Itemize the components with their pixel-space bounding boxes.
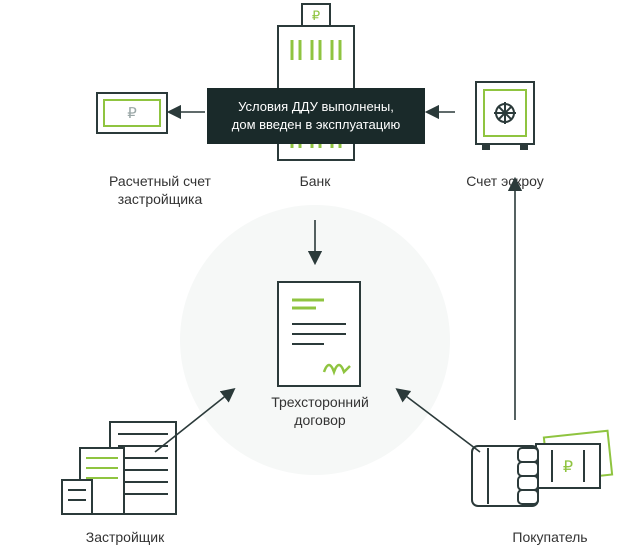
svg-text:₽: ₽ [563,459,573,476]
ddu-banner: Условия ДДУ выполнены, дом введен в эксп… [207,88,425,144]
settlement-account-label-text: Расчетный счет застройщика [109,173,211,207]
svg-text:₽: ₽ [127,105,137,122]
banner-line1: Условия ДДУ выполнены, [238,99,394,114]
escrow-safe-icon [470,80,540,160]
developer-label: Застройщик [65,528,185,546]
buyer-hand-money-icon: ₽ [470,428,620,518]
contract-label-text: Трехсторонний договор [271,394,369,428]
buyer-label: Покупатель [490,528,610,546]
settlement-account-label: Расчетный счет застройщика [75,172,245,208]
escrow-label: Счет эскроу [455,172,555,190]
settlement-account-icon: ₽ [96,92,168,134]
contract-label: Трехсторонний договор [255,393,385,429]
bank-label: Банк [275,172,355,190]
developer-buildings-icon [58,418,188,518]
svg-text:₽: ₽ [312,8,320,23]
contract-document-icon [276,280,362,388]
banner-line2: дом введен в эксплуатацию [232,117,401,132]
